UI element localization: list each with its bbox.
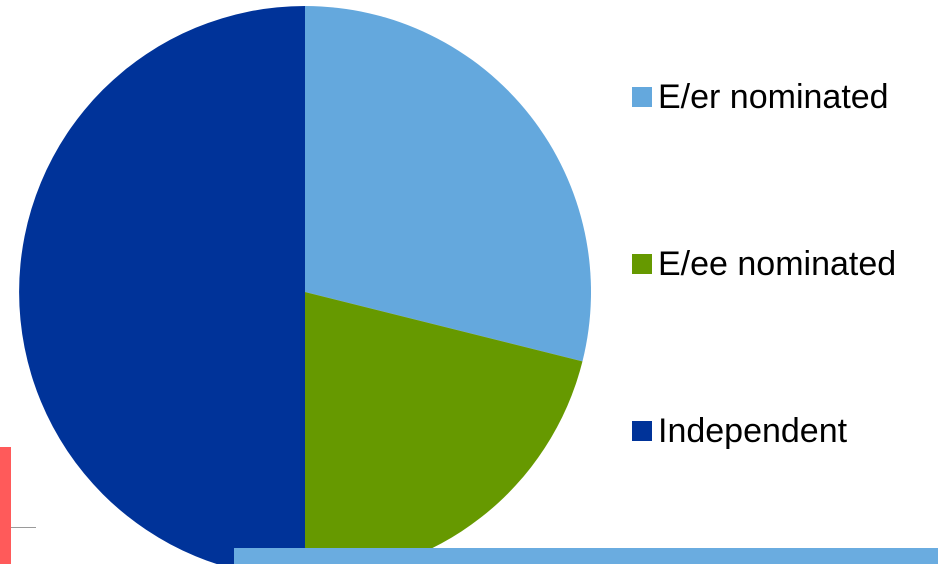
legend-swatch-independent xyxy=(632,421,652,441)
legend-label-independent: Independent xyxy=(658,412,848,450)
legend-swatch-ee-nominated xyxy=(632,254,652,274)
legend-swatch-er-nominated xyxy=(632,87,652,107)
pie-slice-e-ee-nominated xyxy=(305,292,583,564)
legend-item-ee-nominated: E/ee nominated xyxy=(632,247,896,281)
legend-label-ee-nominated: E/ee nominated xyxy=(658,245,897,283)
legend-label-er-nominated: E/er nominated xyxy=(658,78,889,116)
decorative-blue-band xyxy=(234,548,938,564)
decorative-red-bar xyxy=(0,447,11,564)
legend-item-independent: Independent xyxy=(632,414,847,448)
legend-item-er-nominated: E/er nominated xyxy=(632,80,889,114)
pie-slice-e-er-nominated xyxy=(305,6,592,362)
pie-slice-independent xyxy=(19,6,305,564)
decorative-divider-line xyxy=(11,527,36,528)
